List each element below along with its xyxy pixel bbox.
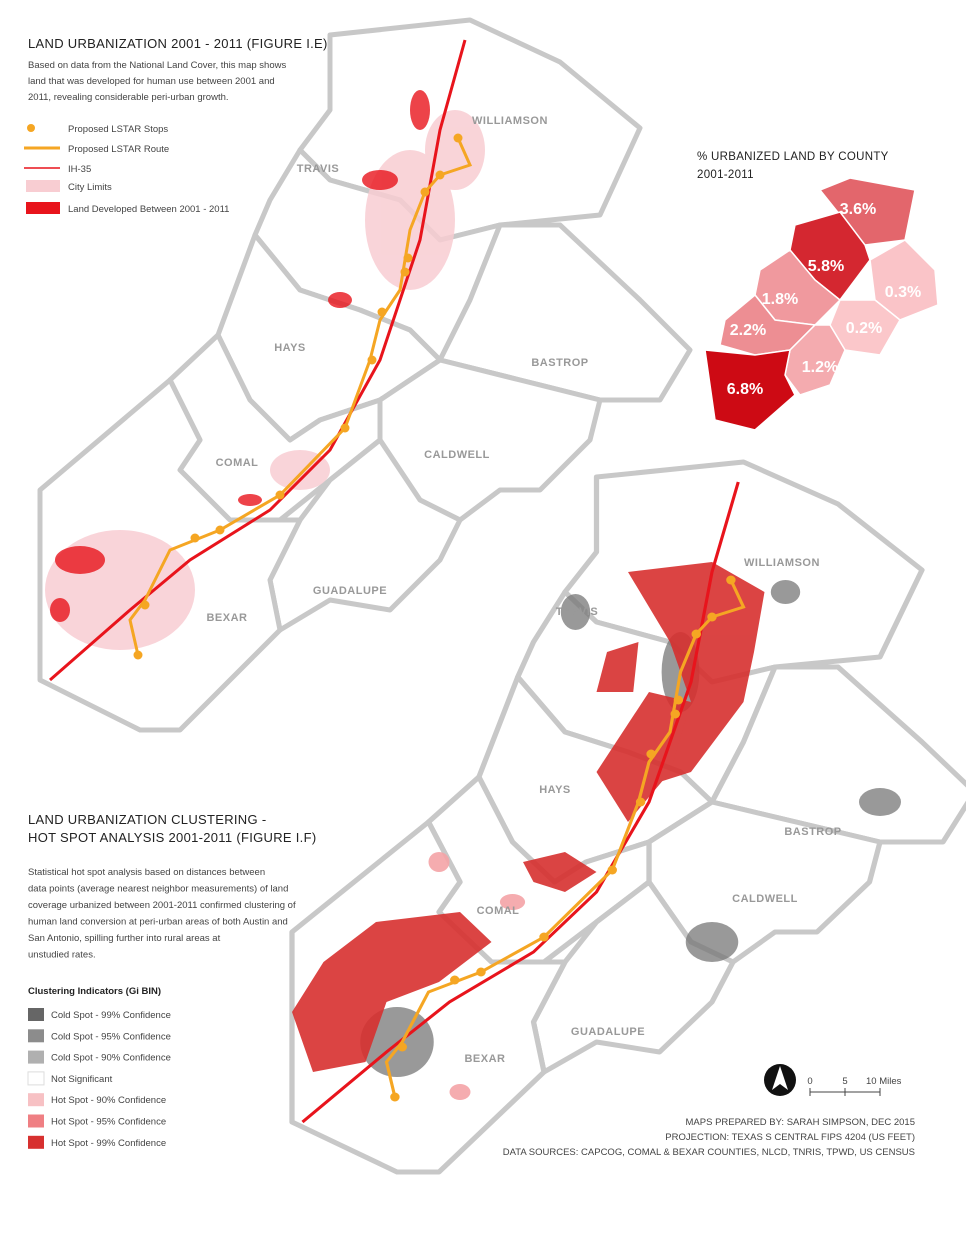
legend-label: Hot Spot - 99% Confidence xyxy=(51,1138,166,1149)
county-label: BEXAR xyxy=(206,612,247,624)
map-urbanization: WILLIAMSON TRAVIS HAYS BASTROP COMAL CAL… xyxy=(40,20,690,730)
county-label: BASTROP xyxy=(531,357,588,369)
value-label: 1.8% xyxy=(762,291,798,308)
description: Statistical hot spot analysis based on d… xyxy=(28,867,296,961)
description-line: Statistical hot spot analysis based on d… xyxy=(28,867,265,878)
legend-label: Proposed LSTAR Route xyxy=(68,144,169,155)
inset-map: % URBANIZED LAND BY COUNTY 2001-2011 3.6… xyxy=(697,151,939,431)
legend-label: Cold Spot - 95% Confidence xyxy=(51,1031,171,1042)
county-label: GUADALUPE xyxy=(571,1026,645,1038)
legend-swatch xyxy=(28,1135,44,1149)
legend-swatch xyxy=(28,1093,44,1107)
legend-swatch xyxy=(28,1029,44,1043)
inset-title: % URBANIZED LAND BY COUNTY xyxy=(697,151,889,163)
scale-bar: 0 5 10 Miles xyxy=(807,1076,902,1096)
description-line: San Antonio, spilling further into rural… xyxy=(28,933,221,944)
scale-label: 5 xyxy=(842,1076,847,1087)
county-label: CALDWELL xyxy=(732,893,798,905)
value-label: 2.2% xyxy=(730,322,766,339)
legend-label: Hot Spot - 95% Confidence xyxy=(51,1117,166,1128)
value-label: 3.6% xyxy=(840,201,876,218)
county-label: BEXAR xyxy=(464,1053,505,1065)
value-label: 1.2% xyxy=(802,359,838,376)
value-label: 6.8% xyxy=(727,381,763,398)
description-line: 2011, revealing considerable peri-urban … xyxy=(28,92,229,103)
description-line: human land conversion at peri-urban area… xyxy=(28,917,288,928)
county-label: WILLIAMSON xyxy=(472,115,548,127)
legend-swatch xyxy=(28,1114,44,1128)
county-label: WILLIAMSON xyxy=(744,557,820,569)
map-hotspot xyxy=(292,462,966,1172)
county-shape xyxy=(704,349,796,431)
inset-title: 2001-2011 xyxy=(697,169,754,181)
credit: PROJECTION: TEXAS S CENTRAL FIPS 4204 (U… xyxy=(665,1132,915,1143)
value-label: 5.8% xyxy=(808,258,844,275)
description-line: Based on data from the National Land Cov… xyxy=(28,60,286,71)
description-line: unstudied rates. xyxy=(28,950,96,961)
county-label: BASTROP xyxy=(784,826,841,838)
county-label: TRAVIS xyxy=(297,163,340,175)
county-label: CALDWELL xyxy=(424,449,490,461)
county-label: GUADALUPE xyxy=(313,585,387,597)
description-line: coverage urbanized between 2001-2011 con… xyxy=(28,900,296,911)
legend: Proposed LSTAR Stops Proposed LSTAR Rout… xyxy=(24,124,229,215)
legend-label: Cold Spot - 90% Confidence xyxy=(51,1053,171,1064)
value-label: 0.3% xyxy=(885,284,921,301)
description: Based on data from the National Land Cov… xyxy=(28,60,286,103)
title: LAND URBANIZATION 2001 - 2011 (FIGURE I.… xyxy=(28,36,328,51)
legend-symbol xyxy=(26,202,60,214)
legend-symbol xyxy=(26,180,60,192)
legend-swatch xyxy=(28,1050,44,1064)
legend-swatch xyxy=(28,1008,44,1021)
county-label: TRAVIS xyxy=(556,606,599,618)
description-line: data points (average nearest neighbor me… xyxy=(28,884,288,895)
scale-label: 0 xyxy=(807,1076,812,1087)
legend-swatch xyxy=(27,1071,45,1086)
county-label: HAYS xyxy=(539,784,571,796)
title: LAND URBANIZATION CLUSTERING - xyxy=(28,812,266,827)
legend-label: City Limits xyxy=(68,182,112,193)
scale-label: 10 Miles xyxy=(866,1076,902,1087)
north-arrow xyxy=(764,1064,796,1096)
county-labels: WILLIAMSON TRAVIS HAYS BASTROP COMAL CAL… xyxy=(206,115,588,624)
county-label: COMAL xyxy=(216,457,259,469)
county-label: HAYS xyxy=(274,342,306,354)
value-label: 0.2% xyxy=(846,320,882,337)
credits: MAPS PREPARED BY: SARAH SIMPSON, DEC 201… xyxy=(503,1117,915,1158)
county-labels-2: WILLIAMSON TRAVIS HAYS BASTROP COMAL CAL… xyxy=(464,557,841,1065)
legend-label: Not Significant xyxy=(51,1074,113,1085)
legend-label: Cold Spot - 99% Confidence xyxy=(51,1010,171,1021)
credit: DATA SOURCES: CAPCOG, COMAL & BEXAR COUN… xyxy=(503,1147,915,1158)
legend: Cold Spot - 99% Confidence Cold Spot - 95… xyxy=(27,1008,171,1149)
legend-label: IH-35 xyxy=(68,164,91,175)
legend-title: Clustering Indicators (Gi BIN) xyxy=(28,986,161,997)
credit: MAPS PREPARED BY: SARAH SIMPSON, DEC 201… xyxy=(686,1117,915,1128)
description-line: land that was developed for human use be… xyxy=(28,76,275,87)
legend-label: Land Developed Between 2001 - 2011 xyxy=(68,204,229,215)
title: HOT SPOT ANALYSIS 2001-2011 (FIGURE I.F) xyxy=(28,830,316,845)
legend-label: Hot Spot - 90% Confidence xyxy=(51,1095,166,1106)
county-label: COMAL xyxy=(477,905,520,917)
legend-symbol xyxy=(27,124,35,132)
legend-label: Proposed LSTAR Stops xyxy=(68,124,168,135)
